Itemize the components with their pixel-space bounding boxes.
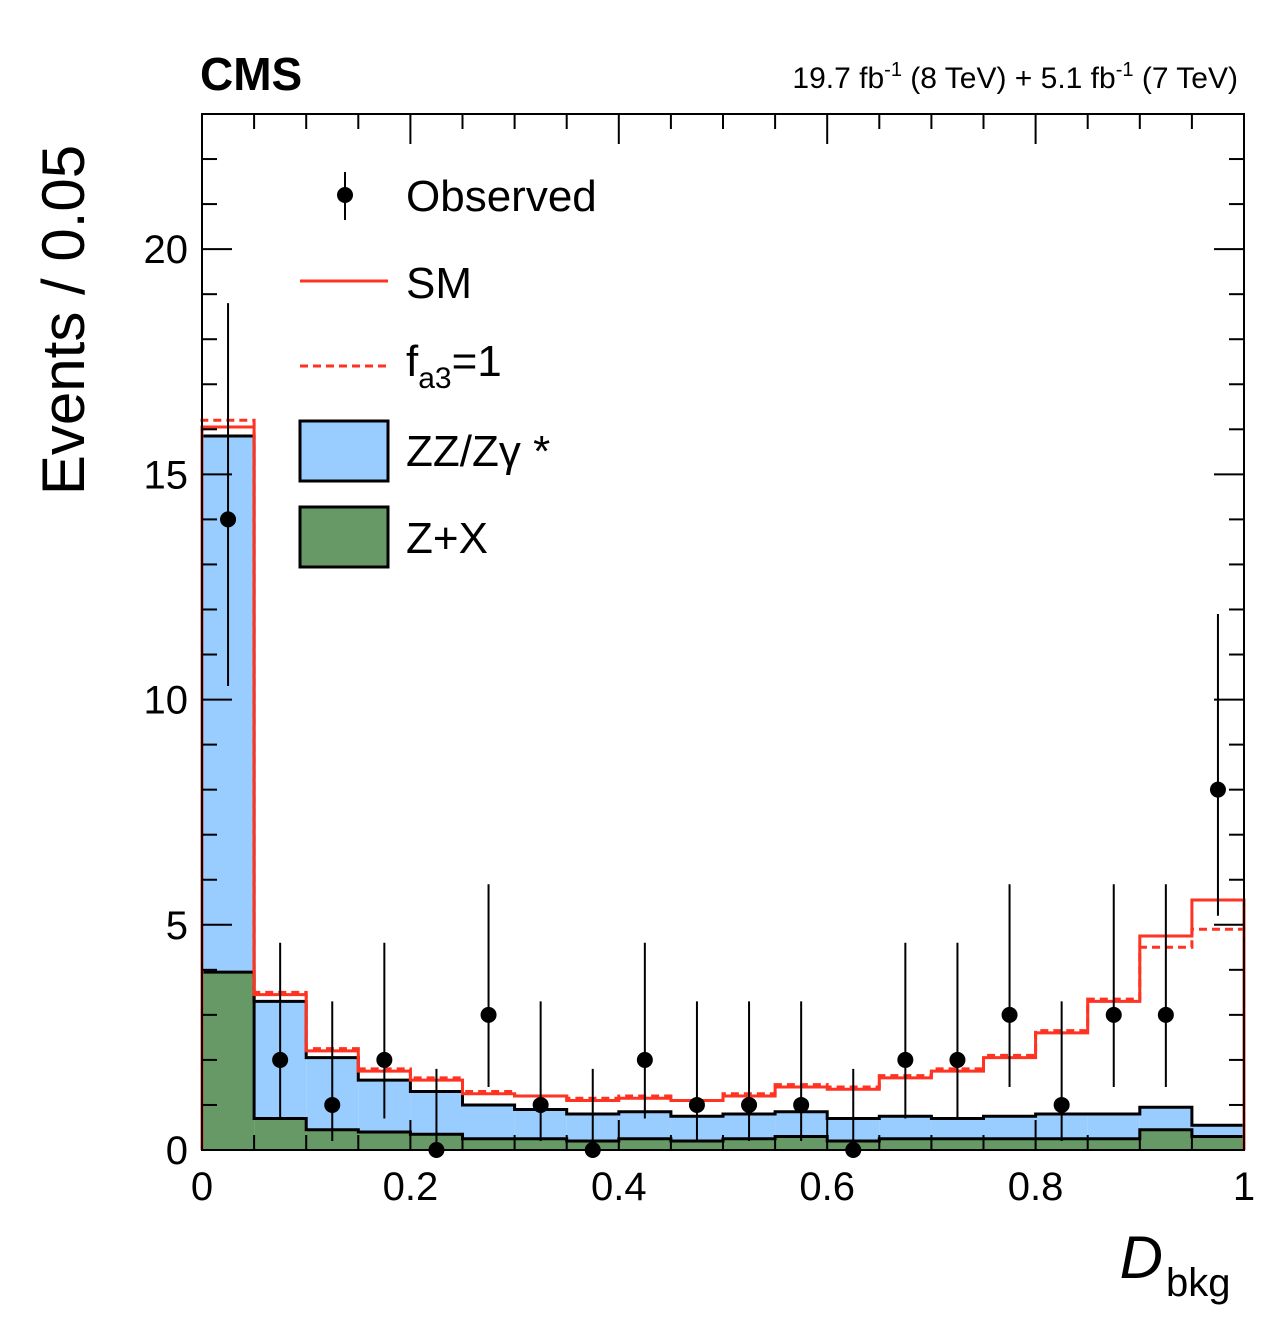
experiment-label: CMS — [200, 48, 302, 100]
observed-point — [1053, 1096, 1070, 1113]
x-axis-label: D — [1120, 1224, 1163, 1291]
zx-bar — [358, 1131, 411, 1150]
legend-fa3: fa3=1 — [300, 337, 502, 395]
legend: Observed SM fa3=1 ZZ/Zγ * Z+X — [298, 172, 597, 569]
zx-bar — [1087, 1138, 1140, 1150]
y-tick-label: 10 — [144, 679, 189, 723]
zx-bar — [462, 1138, 515, 1150]
zx-bar — [670, 1140, 723, 1150]
legend-zz-label: ZZ/Zγ * — [406, 427, 550, 476]
legend-observed: Observed — [337, 172, 597, 221]
y-axis-label: Events / 0.05 — [30, 145, 97, 495]
y-tick-label: 15 — [144, 453, 189, 497]
zx-bar — [879, 1138, 932, 1150]
observed-point — [532, 1096, 549, 1113]
legend-observed-marker — [337, 187, 353, 203]
axis-ticks — [201, 113, 1245, 1151]
lumi-8tev-exponent: -1 — [884, 59, 902, 81]
zx-bar — [775, 1136, 828, 1150]
observed-point — [793, 1096, 810, 1113]
legend-sm-label: SM — [406, 259, 472, 308]
zx-bar — [1139, 1129, 1192, 1150]
legend-fa3-suffix: =1 — [452, 337, 502, 386]
zx-bar — [1035, 1138, 1088, 1150]
luminosity-label: 19.7 fb-1 (8 TeV) + 5.1 fb-1 (7 TeV) — [792, 59, 1238, 95]
lumi-8tev-energy: (8 TeV) + — [902, 62, 1041, 95]
zx-bar — [202, 972, 255, 1150]
observed-point — [1157, 1006, 1174, 1023]
observed-point — [897, 1051, 914, 1068]
legend-fa3-label: fa3=1 — [406, 337, 502, 395]
zz-bar — [462, 1104, 515, 1139]
legend-fa3-prefix: f — [406, 337, 419, 386]
plot-frame — [201, 113, 1245, 1151]
sm-line — [200, 425, 1246, 1150]
legend-zx: Z+X — [298, 505, 488, 569]
zx-bar — [618, 1138, 671, 1150]
y-tick-label: 0 — [166, 1129, 188, 1173]
zz-bar — [931, 1118, 984, 1139]
observed-point — [636, 1051, 653, 1068]
legend-zz: ZZ/Zγ * — [298, 419, 550, 483]
zx-bar — [983, 1138, 1036, 1150]
legend-sm: SM — [300, 259, 472, 308]
zx-bar — [254, 1118, 307, 1150]
observed-point — [480, 1006, 497, 1023]
observed-point — [741, 1096, 758, 1113]
x-tick-label: 0.8 — [1008, 1165, 1064, 1209]
zx-bar — [1191, 1136, 1244, 1150]
zz-bar — [1191, 1125, 1244, 1137]
observed-point — [324, 1096, 341, 1113]
zz-bar — [879, 1116, 932, 1139]
x-tick-label: 0.2 — [383, 1165, 439, 1209]
observed-point — [1209, 781, 1226, 798]
x-axis-label-subscript: bkg — [1166, 1261, 1231, 1305]
zz-bar — [1087, 1113, 1140, 1139]
observed-point — [376, 1051, 393, 1068]
observed-point — [1001, 1006, 1018, 1023]
y-tick-label: 20 — [144, 228, 189, 272]
zz-bar — [1139, 1107, 1192, 1130]
x-tick-label: 0.6 — [799, 1165, 855, 1209]
legend-observed-label: Observed — [406, 172, 597, 221]
x-tick-label: 1 — [1233, 1165, 1255, 1209]
zx-bar — [931, 1138, 984, 1150]
lumi-7tev: 5.1 fb — [1041, 62, 1116, 95]
lumi-7tev-exponent: -1 — [1116, 59, 1134, 81]
zx-bar — [723, 1138, 776, 1150]
legend-fa3-subscript: a3 — [418, 362, 451, 395]
x-tick-label: 0 — [191, 1165, 213, 1209]
observed-point — [949, 1051, 966, 1068]
observed-point — [1105, 1006, 1122, 1023]
lumi-8tev: 19.7 fb — [792, 62, 884, 95]
observed-point — [688, 1096, 705, 1113]
legend-zx-swatch — [298, 505, 390, 569]
legend-zx-label: Z+X — [406, 514, 488, 563]
observed-point — [220, 511, 237, 528]
x-tick-label: 0.4 — [591, 1165, 647, 1209]
zx-bar — [514, 1138, 567, 1150]
legend-zz-swatch — [298, 419, 390, 483]
y-tick-label: 5 — [166, 904, 188, 948]
lumi-7tev-energy: (7 TeV) — [1134, 62, 1239, 95]
observed-point — [272, 1051, 289, 1068]
zz-bar — [983, 1116, 1036, 1139]
